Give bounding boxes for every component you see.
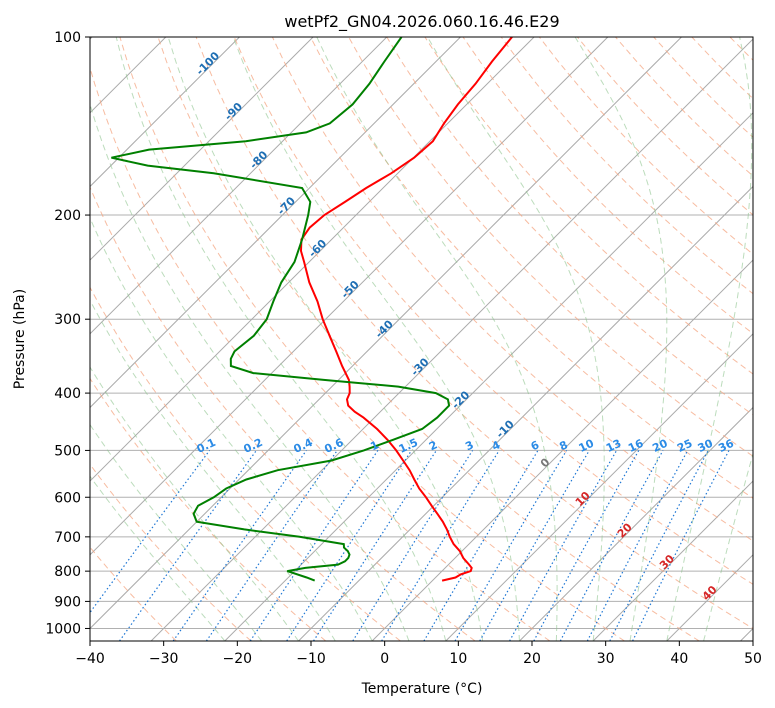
dry-adiabat-line bbox=[90, 66, 551, 641]
isotherm-line bbox=[592, 480, 753, 641]
dry-adiabat-line bbox=[195, 37, 753, 630]
mixing-ratio-line bbox=[249, 450, 379, 641]
temperature-series-line bbox=[299, 37, 513, 582]
isotherm-line bbox=[90, 37, 535, 482]
y-tick-label: 400 bbox=[54, 386, 81, 402]
mixing-ratio-label: 25 bbox=[675, 437, 694, 455]
y-tick-label: 100 bbox=[54, 30, 81, 46]
moist-adiabat-line bbox=[90, 102, 410, 641]
moist-adiabat-line bbox=[232, 37, 520, 641]
mixing-ratio-line bbox=[312, 450, 437, 641]
mixing-ratio-line bbox=[533, 450, 640, 641]
dry-adiabat-line bbox=[157, 37, 700, 641]
x-tick-label: 0 bbox=[380, 651, 389, 667]
plot-background bbox=[90, 37, 753, 641]
dry-adiabat-line bbox=[768, 37, 775, 641]
x-tick-label: −30 bbox=[149, 651, 179, 667]
x-tick-label: −40 bbox=[75, 651, 105, 667]
mixing-ratio-line bbox=[205, 450, 338, 641]
dry-adiabat-line bbox=[271, 37, 753, 542]
mixing-ratio-line bbox=[559, 450, 664, 641]
moist-adiabat-line bbox=[90, 423, 262, 641]
isotherm-line bbox=[90, 37, 240, 188]
moist-adiabat-line bbox=[703, 452, 753, 641]
y-tick-label: 1000 bbox=[45, 621, 81, 637]
y-tick-label: 200 bbox=[54, 208, 81, 224]
x-axis-label: Temperature (°C) bbox=[361, 681, 483, 697]
moist-adiabat-line bbox=[115, 37, 447, 641]
y-tick-label: 500 bbox=[54, 443, 81, 459]
plot-frame bbox=[89, 36, 754, 642]
y-tick-label: 700 bbox=[54, 530, 81, 546]
x-tick-label: −20 bbox=[223, 651, 253, 667]
isotherm-line bbox=[90, 37, 461, 409]
moist-adiabat-line bbox=[316, 37, 558, 641]
mixing-ratio-line bbox=[172, 450, 307, 641]
x-tick-label: 30 bbox=[597, 651, 615, 667]
x-tick-label: 20 bbox=[523, 651, 541, 667]
mixing-ratio-label: 16 bbox=[626, 437, 646, 455]
moist-adiabat-line bbox=[574, 37, 668, 641]
mixing-ratio-line bbox=[286, 450, 413, 641]
mixing-ratio-line bbox=[632, 450, 730, 641]
y-axis-label: Pressure (hPa) bbox=[12, 289, 28, 389]
isotherm-line bbox=[90, 37, 609, 556]
moist-adiabat-line bbox=[167, 37, 484, 641]
mixing-ratio-line bbox=[509, 450, 618, 641]
moist-adiabat-line bbox=[90, 299, 336, 641]
moist-adiabat-line bbox=[666, 37, 753, 641]
isotherm-line bbox=[90, 37, 314, 261]
mixing-ratio-line bbox=[90, 450, 211, 614]
isotherm-line bbox=[371, 259, 753, 641]
x-tick-label: 50 bbox=[744, 651, 762, 667]
dry-adiabat-line bbox=[233, 37, 753, 585]
y-tick-label: 900 bbox=[54, 594, 81, 610]
moist-adiabat-line bbox=[427, 37, 605, 641]
moist-adiabat-line bbox=[90, 216, 373, 641]
isotherm-line bbox=[519, 406, 753, 641]
dry-adiabat-line bbox=[90, 377, 327, 641]
dry-adiabat-line bbox=[500, 37, 753, 295]
mixing-ratio-label: 20 bbox=[650, 437, 670, 455]
y-tick-label: 600 bbox=[54, 490, 81, 506]
chart-title: wetPf2_GN04.2026.060.16.46.E29 bbox=[284, 12, 559, 32]
mixing-ratio-label: 30 bbox=[696, 437, 716, 455]
y-tick-label: 300 bbox=[54, 312, 81, 328]
mixing-ratio-label: 13 bbox=[604, 437, 623, 455]
dewpoint-series-line bbox=[111, 37, 451, 582]
x-tick-label: −10 bbox=[296, 651, 326, 667]
dry-adiabat-line bbox=[462, 37, 753, 335]
isotherm-line bbox=[150, 38, 753, 641]
isotherm-line bbox=[445, 333, 753, 641]
x-tick-label: 40 bbox=[670, 651, 688, 667]
dry-adiabat-line bbox=[119, 37, 625, 641]
isotherm-line bbox=[90, 37, 388, 335]
x-tick-label: 10 bbox=[449, 651, 467, 667]
dry-adiabat-line bbox=[310, 37, 753, 499]
dry-adiabat-line bbox=[90, 463, 252, 641]
mixing-ratio-line bbox=[119, 450, 257, 641]
mixing-ratio-label: 10 bbox=[577, 437, 597, 455]
moist-adiabat-line bbox=[90, 366, 299, 641]
mixing-ratio-line bbox=[381, 450, 500, 641]
y-tick-label: 800 bbox=[54, 564, 81, 580]
mixing-ratio-label: 36 bbox=[716, 437, 736, 455]
moist-adiabat-line bbox=[90, 475, 226, 641]
